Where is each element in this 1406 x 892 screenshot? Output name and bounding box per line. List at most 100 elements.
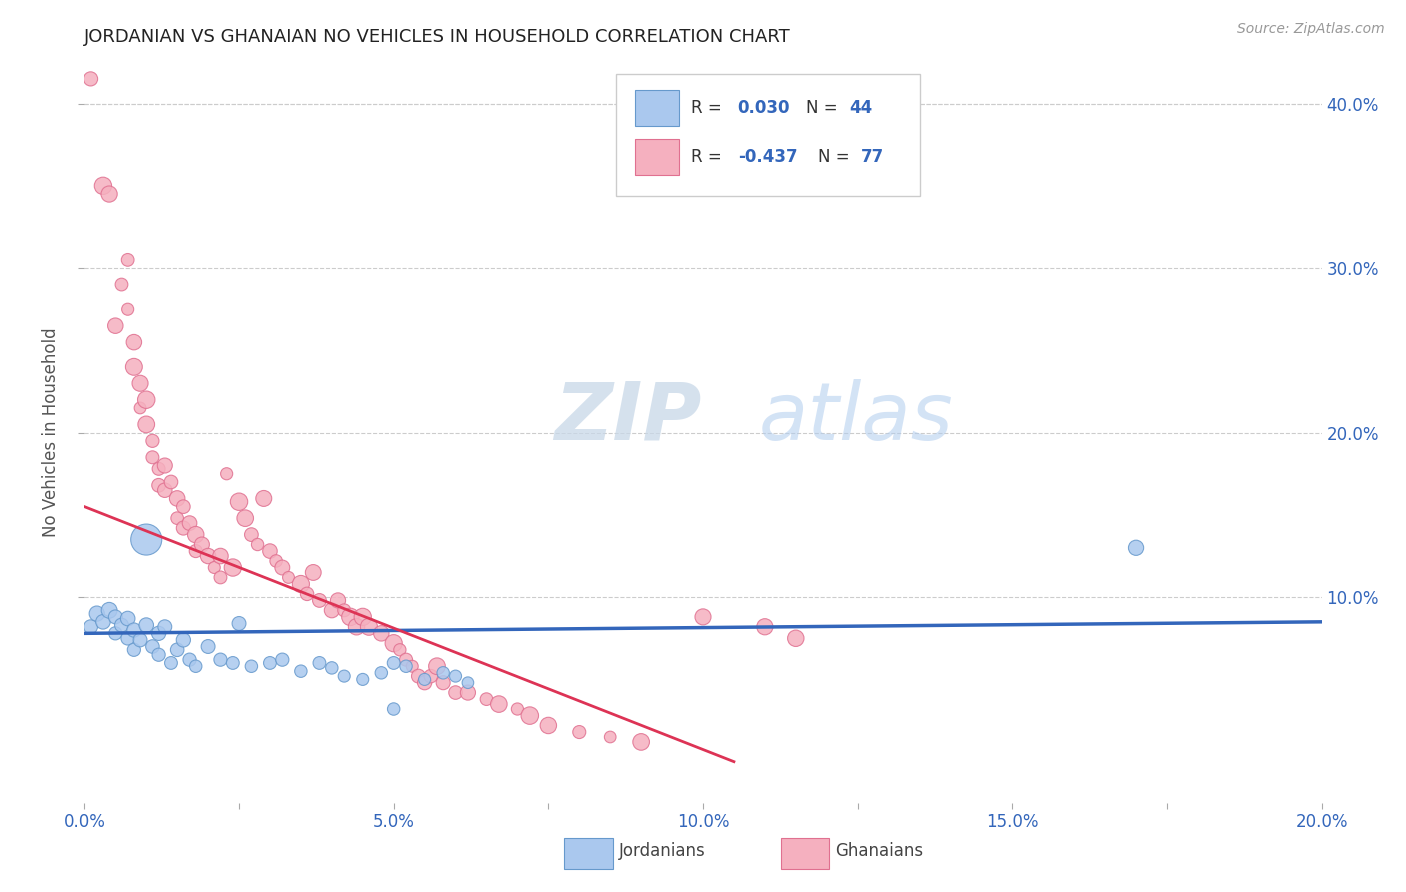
Point [141, 450, 163, 465]
Text: R =: R = [690, 99, 727, 118]
Text: -0.437: -0.437 [738, 148, 797, 166]
Point [209, 653, 232, 667]
Point [295, 587, 318, 601]
Point [179, 516, 201, 530]
Point [488, 697, 510, 711]
Point [79, 620, 101, 634]
Point [148, 462, 170, 476]
Point [141, 640, 163, 654]
Point [240, 659, 263, 673]
Point [86, 607, 108, 621]
Point [259, 544, 281, 558]
Point [117, 252, 139, 267]
Point [290, 577, 312, 591]
Point [166, 642, 188, 657]
Text: 0.030: 0.030 [738, 99, 790, 118]
FancyBboxPatch shape [636, 90, 679, 127]
Point [209, 549, 232, 563]
Text: N =: N = [806, 99, 842, 118]
Point [79, 71, 101, 86]
Point [413, 675, 436, 690]
Point [129, 401, 152, 415]
Point [153, 483, 176, 498]
FancyBboxPatch shape [636, 139, 679, 176]
Point [432, 665, 454, 680]
Text: Source: ZipAtlas.com: Source: ZipAtlas.com [1237, 22, 1385, 37]
Point [321, 603, 343, 617]
Point [222, 560, 245, 574]
Point [172, 632, 194, 647]
Point [395, 659, 418, 673]
Point [326, 593, 349, 607]
Point [122, 359, 145, 374]
Point [271, 653, 294, 667]
Point [357, 620, 380, 634]
Point [395, 653, 418, 667]
Point [135, 392, 157, 407]
Text: atlas: atlas [759, 379, 953, 457]
Point [166, 511, 188, 525]
Point [426, 659, 449, 673]
Point [179, 653, 201, 667]
Point [537, 718, 560, 732]
Point [184, 527, 207, 541]
FancyBboxPatch shape [780, 838, 830, 869]
Point [91, 178, 114, 193]
Point [148, 648, 170, 662]
Point [98, 187, 121, 202]
Text: JORDANIAN VS GHANAIAN NO VEHICLES IN HOUSEHOLD CORRELATION CHART: JORDANIAN VS GHANAIAN NO VEHICLES IN HOU… [84, 28, 792, 45]
Point [104, 610, 127, 624]
Point [166, 491, 188, 506]
Point [444, 685, 467, 699]
Point [253, 491, 276, 506]
Point [444, 669, 467, 683]
Point [246, 537, 269, 551]
Text: 77: 77 [862, 148, 884, 166]
Y-axis label: No Vehicles in Household: No Vehicles in Household [42, 327, 60, 538]
Point [271, 560, 294, 574]
Point [308, 593, 330, 607]
Point [630, 735, 652, 749]
Point [209, 570, 232, 584]
Point [202, 560, 225, 574]
Point [352, 673, 374, 687]
Point [197, 549, 219, 563]
Point [148, 478, 170, 492]
Point [382, 702, 405, 716]
Point [352, 610, 374, 624]
Text: N =: N = [818, 148, 855, 166]
Point [117, 611, 139, 625]
Point [599, 730, 621, 744]
Point [754, 620, 776, 634]
Point [104, 318, 127, 333]
Text: Jordanians: Jordanians [619, 842, 706, 860]
Point [135, 533, 157, 547]
Point [135, 618, 157, 632]
Point [104, 626, 127, 640]
Point [339, 610, 361, 624]
Point [346, 620, 368, 634]
Point [110, 618, 132, 632]
Point [122, 623, 145, 637]
Point [370, 665, 392, 680]
Point [172, 521, 194, 535]
Point [506, 702, 529, 716]
Point [141, 434, 163, 448]
Point [308, 656, 330, 670]
Point [228, 494, 250, 508]
Point [264, 554, 287, 568]
Text: ZIP: ZIP [554, 379, 702, 457]
Point [333, 603, 356, 617]
Point [233, 511, 256, 525]
Point [382, 656, 405, 670]
Point [382, 636, 405, 650]
Point [519, 708, 541, 723]
Point [419, 669, 441, 683]
Point [91, 615, 114, 629]
Point [413, 673, 436, 687]
FancyBboxPatch shape [616, 73, 920, 195]
Point [568, 725, 591, 739]
Point [457, 685, 479, 699]
Point [475, 692, 498, 706]
Point [184, 544, 207, 558]
